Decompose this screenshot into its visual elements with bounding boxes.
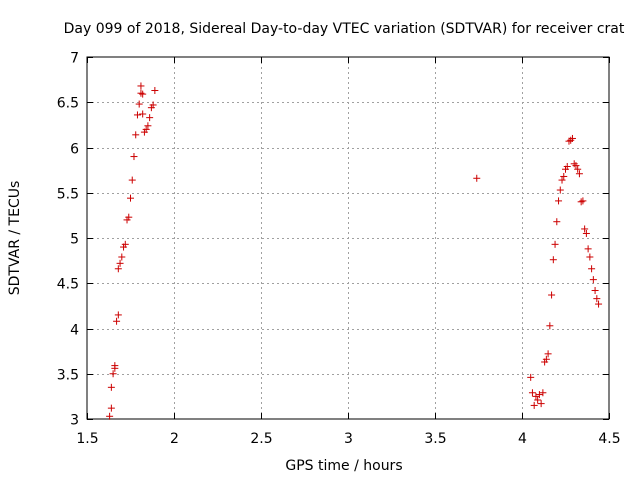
grid [87, 57, 609, 419]
data-point [114, 311, 122, 319]
y-tick-label: 4.5 [57, 277, 79, 293]
data-point [535, 391, 543, 399]
data-point [127, 194, 134, 202]
y-tick-label: 3.5 [57, 368, 79, 384]
data-point [560, 172, 568, 180]
data-point [142, 125, 150, 133]
data-point [579, 197, 587, 205]
y-tick-labels: 3 3.5 4 4.5 5 5.5 6 6.5 7 [57, 51, 79, 429]
data-point [584, 245, 592, 253]
data-point [473, 174, 481, 182]
data-point [128, 176, 136, 184]
data-point [551, 240, 559, 248]
chart-title: Day 099 of 2018, Sidereal Day-to-day VTE… [64, 21, 625, 37]
data-point [133, 111, 141, 119]
data-point [532, 392, 540, 400]
data-point [139, 110, 147, 118]
data-point [113, 317, 121, 325]
data-point [575, 170, 583, 178]
y-tick-label: 5 [70, 232, 79, 248]
data-point [137, 82, 145, 90]
data-point [107, 383, 115, 391]
y-axis-label: SDTVAR / TECUs [7, 181, 23, 296]
data-point [151, 86, 159, 94]
data-point [591, 286, 599, 294]
data-point [130, 153, 138, 161]
y-tick-label: 4 [70, 323, 79, 339]
y-tick-label: 6.5 [57, 96, 79, 112]
data-point [586, 253, 594, 261]
data-point [118, 253, 126, 261]
data-point [149, 101, 157, 109]
data-point [527, 373, 535, 381]
data-point [139, 90, 147, 98]
x-tick-label: 3 [344, 431, 353, 447]
axis-ticks [87, 57, 610, 420]
data-point [553, 218, 561, 226]
data-point [111, 362, 119, 370]
data-point [572, 162, 580, 170]
data-point [567, 136, 575, 144]
x-axis-label: GPS time / hours [285, 458, 402, 474]
x-tick-label: 4 [518, 431, 527, 447]
data-point [107, 404, 115, 412]
data-point [582, 229, 590, 237]
data-point [106, 412, 114, 420]
data-point [116, 259, 124, 267]
x-tick-label: 3.5 [424, 431, 446, 447]
y-tick-label: 7 [70, 51, 79, 67]
data-point [125, 213, 133, 221]
data-point [593, 295, 601, 303]
data-point [534, 396, 542, 404]
data-point [549, 256, 557, 264]
data-point [546, 322, 554, 330]
data-point [132, 131, 140, 139]
data-point [558, 176, 566, 184]
data-point [137, 89, 145, 97]
data-point [589, 276, 597, 284]
data-point [556, 186, 564, 194]
data-point [555, 197, 563, 205]
x-tick-label: 1.5 [76, 431, 98, 447]
data-point [570, 160, 578, 168]
data-point [577, 198, 585, 206]
data-point [548, 291, 556, 299]
data-point [528, 389, 536, 397]
data-point [539, 389, 547, 397]
data-point [568, 134, 576, 142]
data-point [537, 400, 545, 408]
data-point [146, 114, 154, 122]
x-tick-label: 2 [170, 431, 179, 447]
data-point [114, 265, 122, 273]
data-point [574, 165, 582, 173]
data-point [144, 122, 152, 130]
data-point [121, 240, 129, 248]
y-tick-label: 5.5 [57, 187, 79, 203]
data-point [595, 300, 603, 308]
y-tick-label: 3 [70, 413, 79, 429]
x-tick-label: 4.5 [598, 431, 620, 447]
data-points [106, 82, 603, 420]
data-point [588, 265, 596, 273]
y-tick-label: 6 [70, 142, 79, 158]
data-point [109, 370, 117, 378]
x-tick-label: 2.5 [250, 431, 272, 447]
data-point [135, 100, 143, 108]
data-point [563, 163, 571, 171]
data-point [530, 401, 538, 409]
data-point [581, 225, 589, 233]
data-point [544, 350, 552, 358]
data-point [542, 355, 550, 363]
x-tick-labels: 1.5 2 2.5 3 3.5 4 4.5 [76, 431, 620, 447]
